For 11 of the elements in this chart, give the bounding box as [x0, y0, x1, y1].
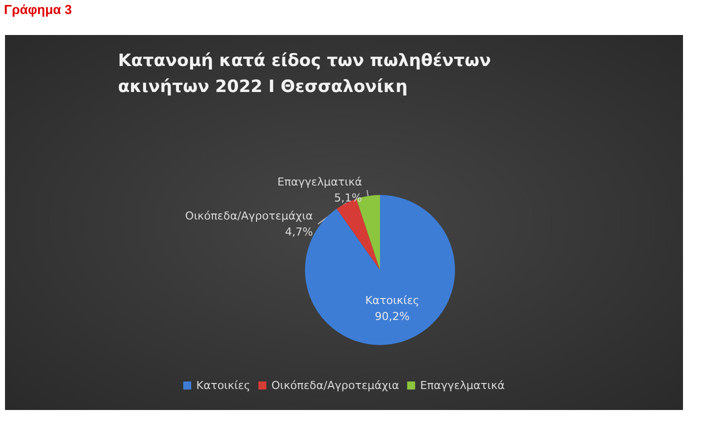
- chart-title: Κατανομή κατά είδος των πωληθέντων ακινήτων 2022 Ι Θεσσαλονίκη: [118, 51, 497, 97]
- data-label: 4,7%: [284, 226, 313, 239]
- legend-label: Κατοικίες: [196, 379, 250, 392]
- text: Γράφημα 3: [4, 2, 72, 17]
- data-label: 90,2%: [374, 310, 410, 324]
- slice-label: Επαγγελματικά: [277, 176, 362, 189]
- legend-label: Οικόπεδα/Αγροτεμάχια: [271, 379, 400, 392]
- slice-label: Κατοικίες: [365, 294, 420, 308]
- data-label: 5,1%: [334, 192, 362, 205]
- legend-label: Επαγγελματικά: [420, 379, 505, 392]
- slice-label: Οικόπεδα/Αγροτεμάχια: [185, 210, 313, 223]
